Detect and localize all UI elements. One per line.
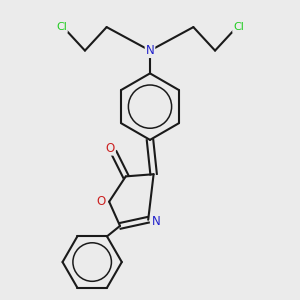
Text: N: N: [146, 44, 154, 57]
Text: Cl: Cl: [56, 22, 67, 32]
Text: O: O: [97, 195, 106, 208]
Text: N: N: [152, 215, 161, 228]
Text: Cl: Cl: [233, 22, 244, 32]
Text: O: O: [106, 142, 115, 155]
